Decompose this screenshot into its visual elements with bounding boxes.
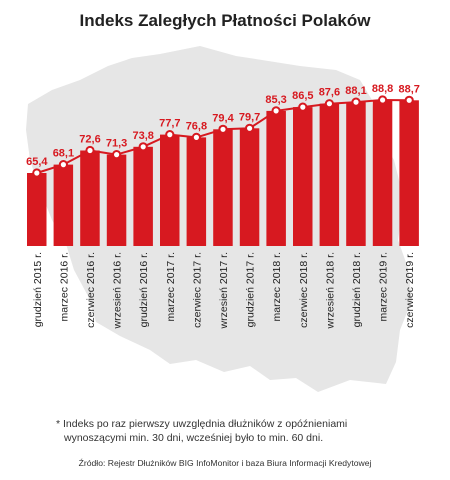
value-label-6: 77,7 — [159, 118, 180, 130]
point-marker-15 — [404, 95, 414, 105]
category-label-2: marzec 2016 r. — [58, 252, 70, 321]
value-label-8: 79,4 — [212, 112, 234, 124]
bar-14 — [372, 100, 393, 246]
point-marker-5 — [138, 142, 148, 152]
point-marker-7 — [191, 132, 201, 142]
point-marker-12 — [324, 99, 334, 109]
bar-7 — [186, 137, 207, 246]
category-label-9: grudzień 2017 r. — [245, 252, 257, 327]
point-marker-14 — [378, 95, 388, 105]
value-labels-group: 65,4 68,1 72,6 71,3 73,8 77,7 76,8 79,4 79,7 85,3… — [26, 83, 420, 168]
value-label-3: 72,6 — [79, 134, 100, 146]
value-label-4: 71,3 — [106, 138, 127, 150]
chart-title: Indeks Zaległych Płatności Polaków — [80, 11, 372, 30]
bar-15 — [399, 100, 419, 246]
bar-10 — [266, 110, 286, 247]
value-label-12: 87,6 — [319, 87, 340, 99]
bar-13 — [346, 102, 366, 246]
value-label-2: 68,1 — [53, 148, 74, 160]
value-label-5: 73,8 — [132, 130, 153, 142]
point-marker-8 — [218, 124, 228, 134]
category-label-5: grudzień 2016 r. — [138, 252, 150, 327]
value-label-1: 65,4 — [26, 156, 48, 168]
category-label-15: czerwiec 2019 r. — [404, 252, 416, 328]
point-marker-1 — [32, 168, 42, 178]
trend-line-group — [32, 95, 414, 178]
bar-9 — [239, 128, 260, 246]
category-label-10: marzec 2018 r. — [271, 252, 283, 321]
bar-1 — [27, 173, 47, 246]
bar-6 — [160, 134, 180, 246]
value-label-15: 88,7 — [398, 83, 419, 95]
value-label-14: 88,8 — [372, 83, 393, 95]
category-label-8: wrzesień 2017 r. — [218, 252, 230, 329]
category-label-3: czerwiec 2016 r. — [85, 252, 97, 328]
value-label-9: 79,7 — [239, 111, 260, 123]
footnote-line-2: wynoszącymi min. 30 dni, wcześniej było … — [63, 432, 323, 444]
bar-5 — [133, 146, 153, 246]
bar-2 — [53, 164, 74, 246]
point-marker-4 — [112, 150, 122, 160]
point-marker-9 — [245, 123, 255, 133]
point-marker-3 — [85, 145, 95, 156]
bar-4 — [106, 154, 127, 246]
category-label-4: wrzesień 2016 r. — [112, 252, 124, 329]
bar-12 — [319, 103, 340, 246]
category-label-13: grudzień 2018 r. — [351, 252, 363, 327]
point-marker-6 — [165, 130, 175, 140]
point-marker-10 — [271, 106, 281, 116]
value-label-7: 76,8 — [186, 120, 207, 132]
value-label-10: 85,3 — [265, 94, 286, 106]
category-label-14: marzec 2019 r. — [378, 252, 390, 321]
bar-8 — [213, 129, 233, 246]
category-label-12: wrzesień 2018 r. — [324, 252, 336, 329]
category-label-7: czerwiec 2017 r. — [191, 252, 203, 328]
category-label-6: marzec 2017 r. — [165, 252, 177, 321]
footnote-line-1: * Indeks po raz pierwszy uwzględnia dłuż… — [56, 418, 347, 430]
category-label-11: czerwiec 2018 r. — [298, 252, 310, 328]
point-marker-2 — [58, 160, 69, 170]
value-label-13: 88,1 — [345, 85, 366, 97]
bars-group — [27, 100, 419, 247]
point-marker-11 — [298, 102, 308, 112]
bar-3 — [80, 150, 100, 246]
bar-11 — [293, 107, 313, 246]
point-marker-13 — [351, 97, 361, 107]
value-label-11: 86,5 — [292, 90, 313, 102]
category-labels-group: grudzień 2015 r. marzec 2016 r. czerwiec 2… — [32, 252, 416, 329]
source-note: Źródło: Rejestr Dłużników BIG InfoMonito… — [79, 458, 372, 468]
category-label-1: grudzień 2015 r. — [32, 252, 44, 327]
